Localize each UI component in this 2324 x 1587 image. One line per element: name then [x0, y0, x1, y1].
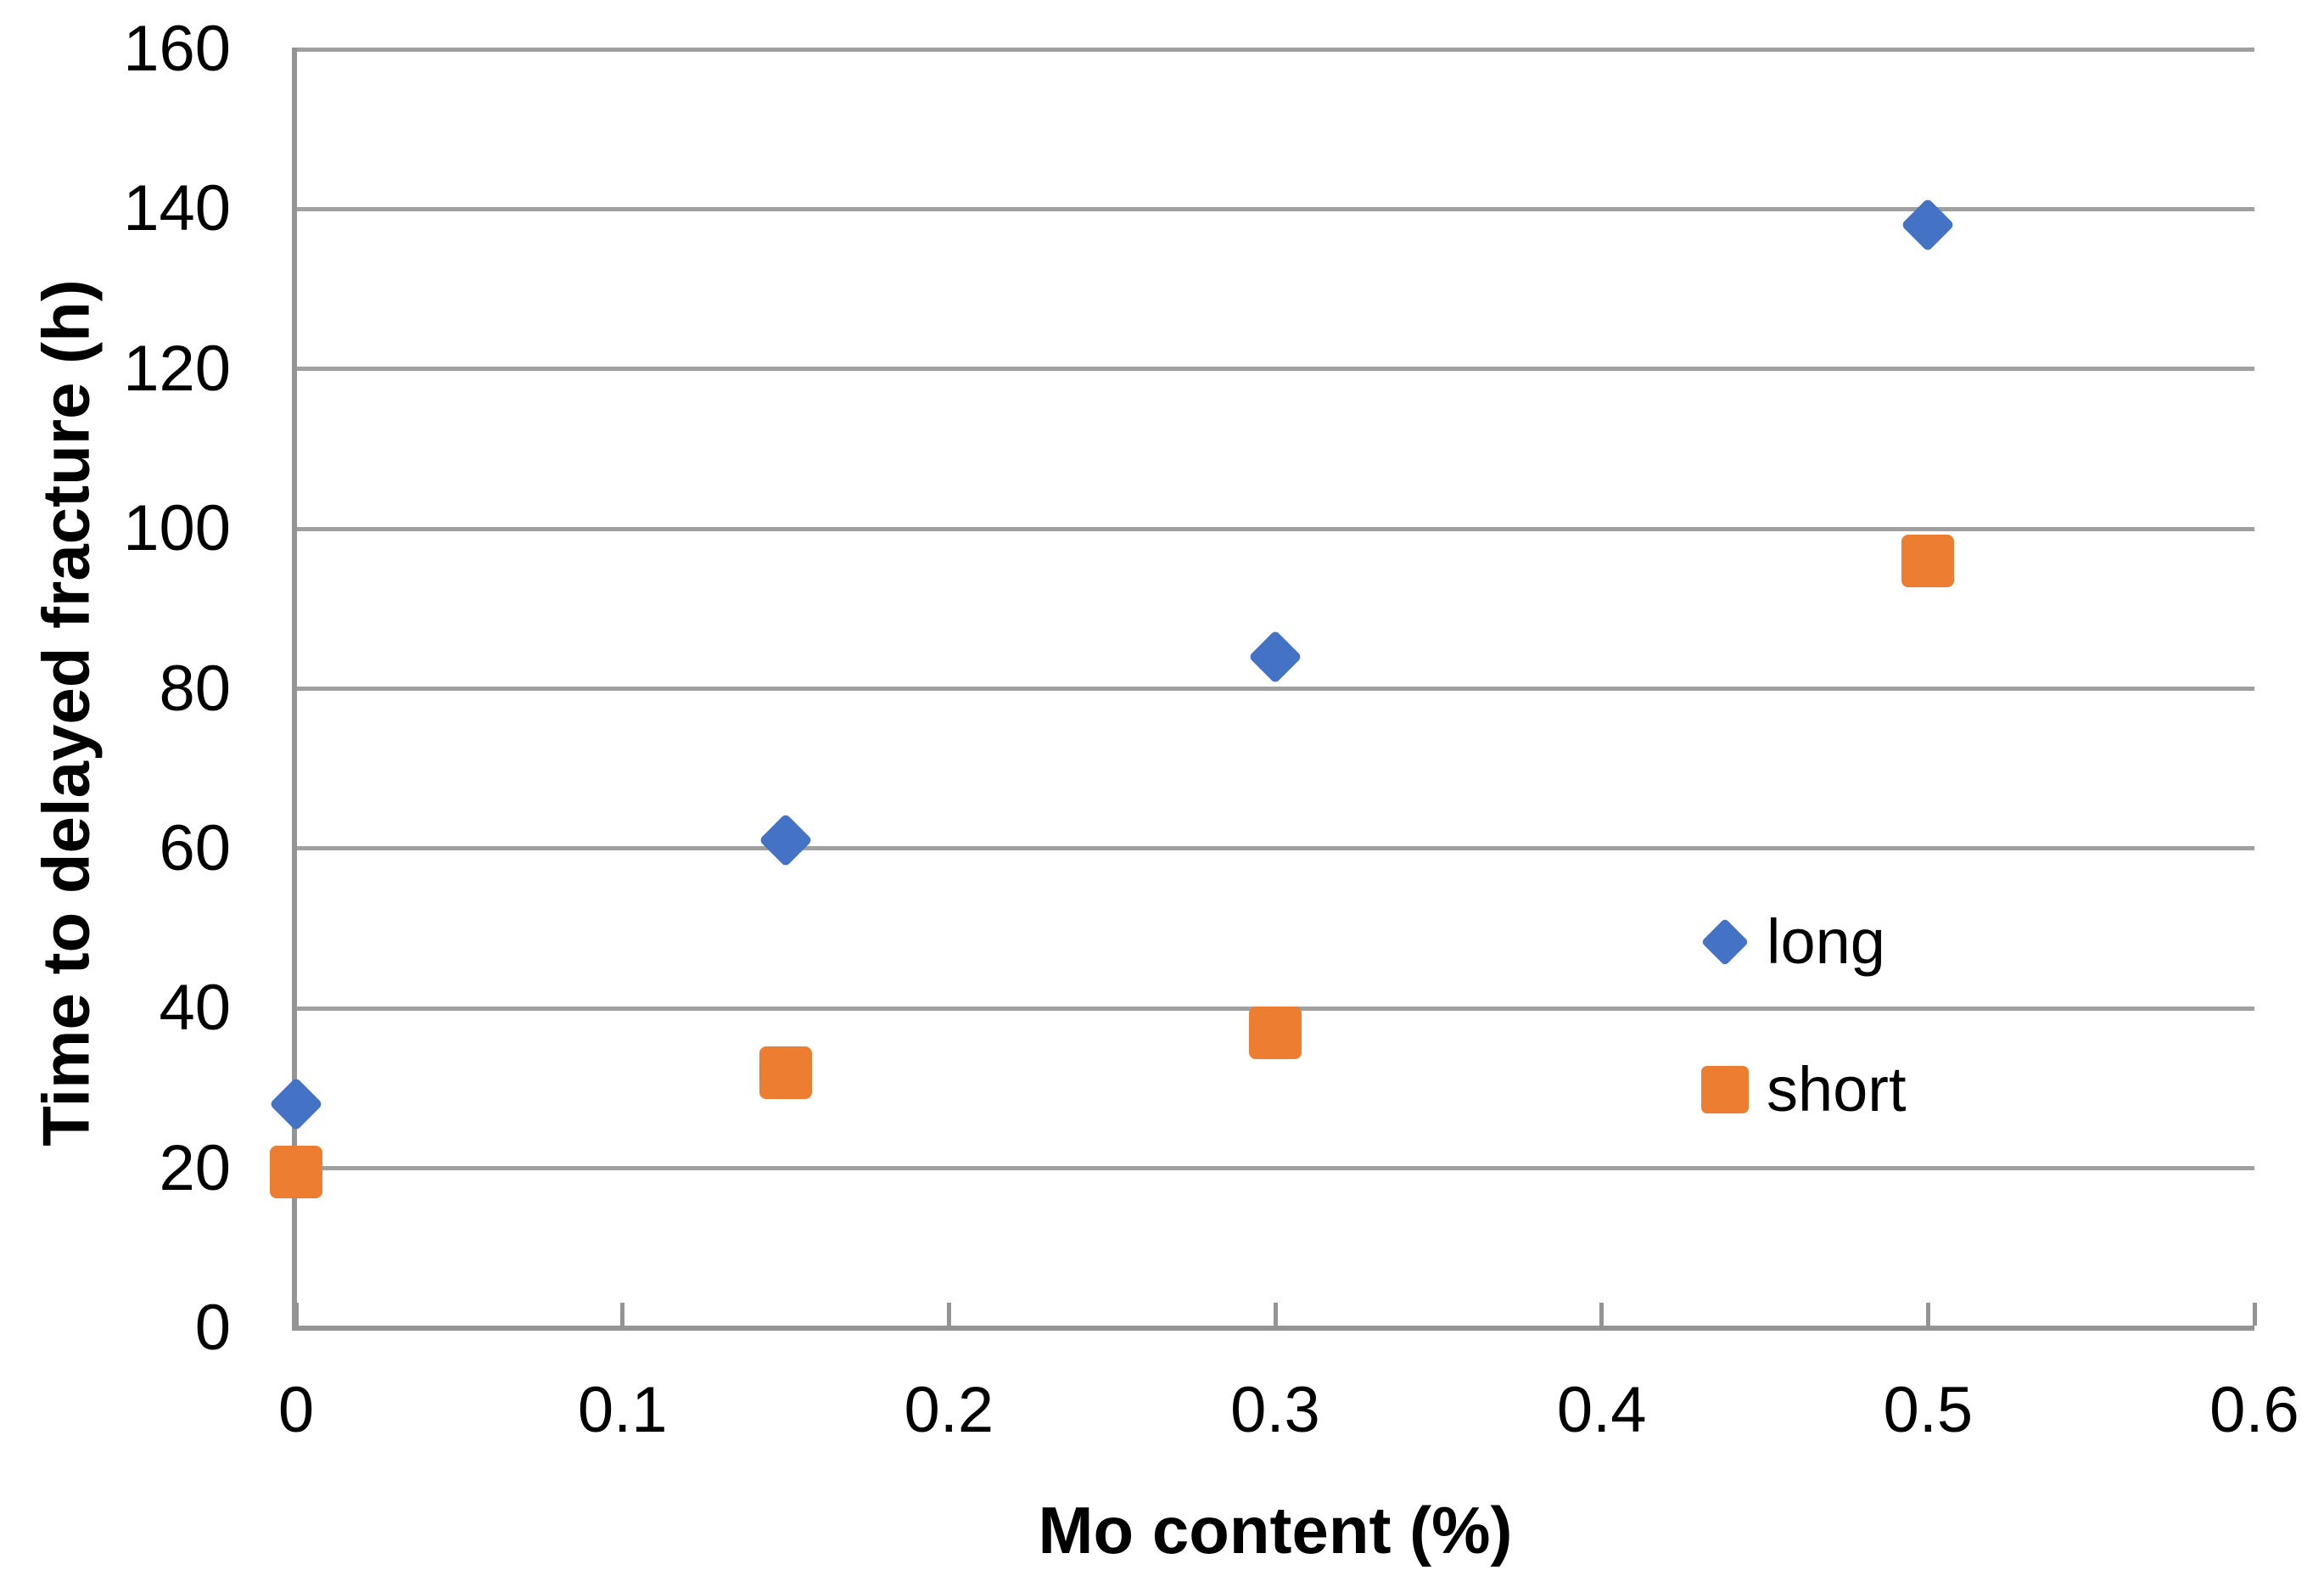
data-point-short	[1249, 1006, 1302, 1059]
square-marker-shape	[1701, 1066, 1749, 1113]
data-point-short	[1901, 534, 1955, 587]
y-tick-label: 140	[123, 172, 231, 245]
gridline	[296, 47, 2254, 52]
x-tick-label: 0.2	[904, 1374, 994, 1446]
gridline	[296, 206, 2254, 211]
y-tick-label: 0	[194, 1292, 231, 1364]
data-point-short	[270, 1146, 322, 1199]
x-tick-mark	[2252, 1303, 2257, 1326]
x-tick-label: 0.1	[577, 1374, 668, 1446]
diamond-marker-shape	[1700, 917, 1750, 967]
x-tick-mark	[620, 1303, 625, 1326]
legend-entry-short: short	[1700, 1049, 1907, 1130]
y-tick-label: 100	[123, 492, 231, 565]
data-point-short	[759, 1046, 812, 1099]
y-axis-line	[292, 48, 297, 1331]
legend-label-long: long	[1767, 906, 1885, 977]
legend-label-short: short	[1767, 1054, 1907, 1124]
x-tick-label: 0.6	[2209, 1374, 2299, 1446]
x-tick-mark	[294, 1303, 299, 1326]
x-tick-label: 0.3	[1230, 1374, 1320, 1446]
square-marker-icon	[1700, 1065, 1750, 1114]
x-tick-mark	[946, 1303, 951, 1326]
x-axis-title: Mo content (%)	[1038, 1493, 1513, 1567]
x-tick-label: 0.4	[1556, 1374, 1647, 1446]
data-point-long	[1248, 629, 1302, 684]
y-tick-label: 80	[159, 652, 231, 725]
gridline	[296, 367, 2254, 372]
y-tick-label: 160	[123, 13, 231, 85]
gridline	[296, 846, 2254, 851]
x-tick-mark	[1925, 1303, 1930, 1326]
legend-entry-long: long	[1700, 901, 1885, 983]
diamond-marker-icon	[1700, 917, 1750, 967]
y-tick-label: 120	[123, 332, 231, 405]
x-axis-line	[292, 1326, 2254, 1331]
gridline	[296, 526, 2254, 531]
x-tick-mark	[1599, 1303, 1604, 1326]
y-tick-label: 20	[159, 1131, 231, 1204]
data-point-long	[759, 813, 813, 868]
y-tick-label: 60	[159, 811, 231, 884]
x-tick-mark	[1273, 1303, 1278, 1326]
gridline	[296, 687, 2254, 691]
x-tick-label: 0	[277, 1374, 315, 1446]
y-tick-label: 40	[159, 972, 231, 1045]
data-point-long	[269, 1077, 323, 1132]
x-tick-label: 0.5	[1883, 1374, 1974, 1446]
gridline	[296, 1166, 2254, 1171]
